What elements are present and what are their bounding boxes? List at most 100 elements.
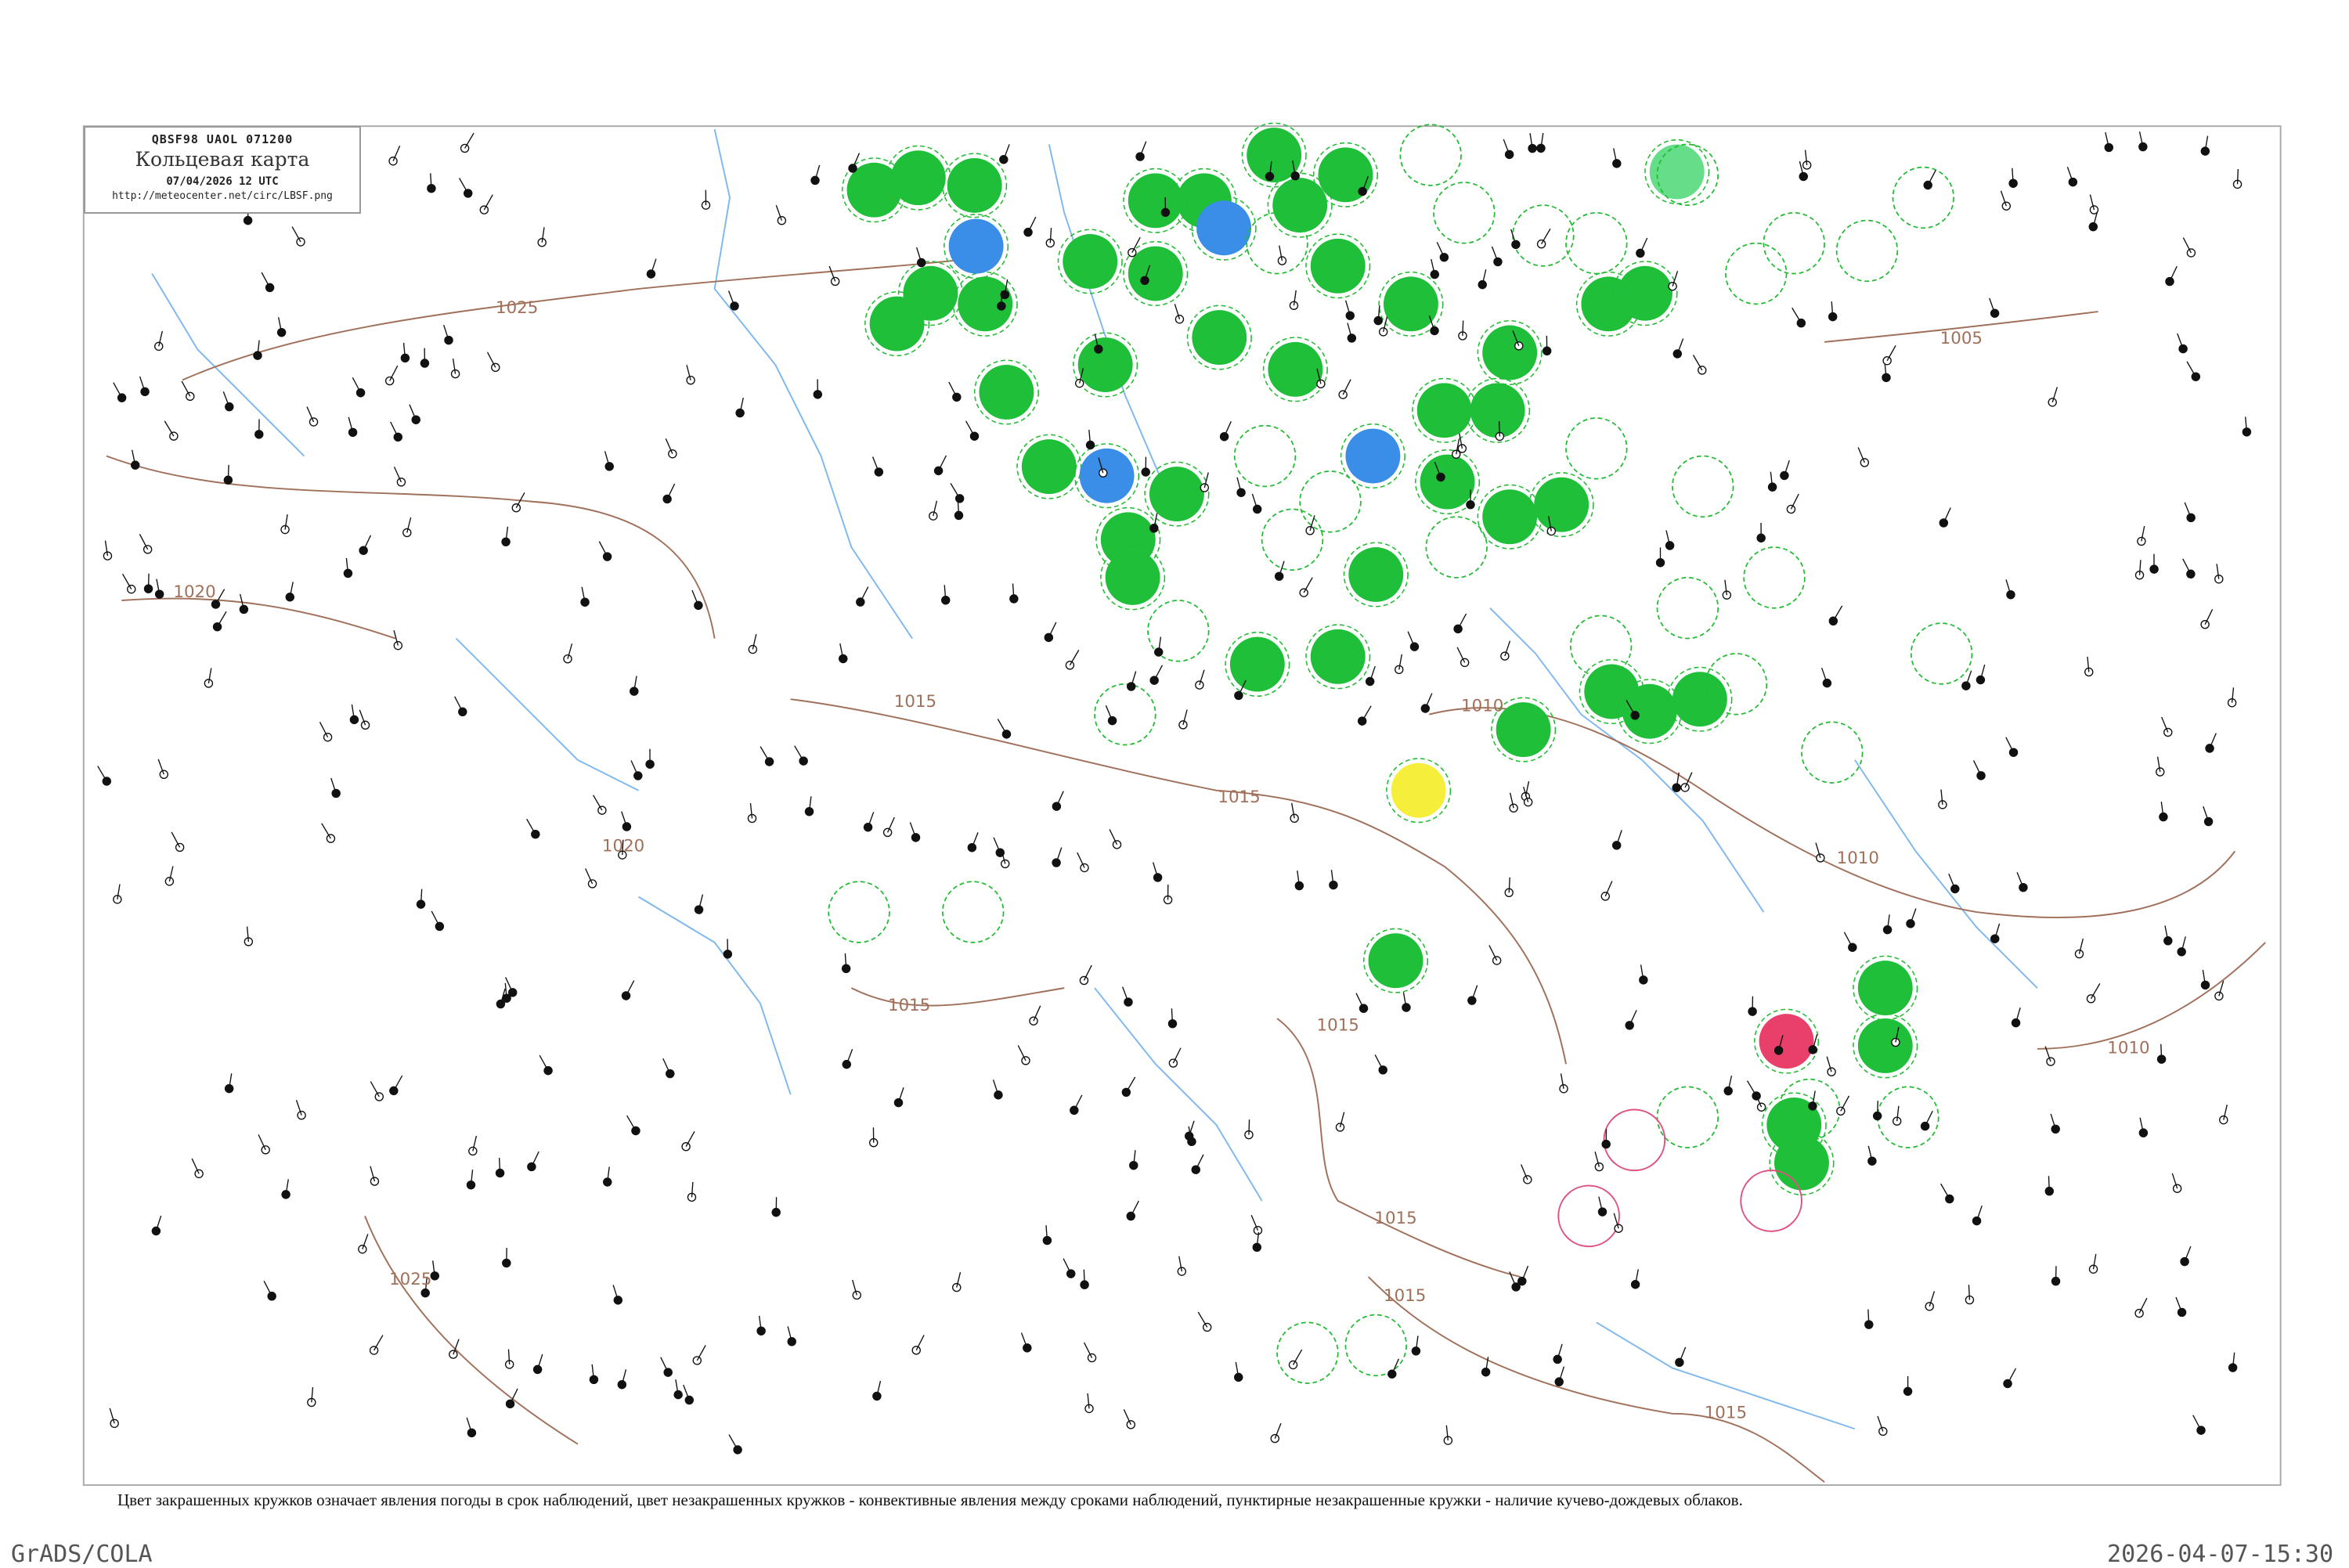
station-marker [1254,1227,1261,1235]
station-marker [132,461,139,469]
station-marker [2051,1125,2059,1133]
weather-circle-rain [1672,672,1727,726]
wind-barb [1841,1096,1849,1111]
station-marker [262,1146,269,1154]
cb-dashed-circle [1672,456,1734,517]
wind-barb [431,911,439,926]
station-marker [1410,643,1418,651]
wind-barb [729,1435,738,1450]
weather-circle-rain [1496,702,1551,757]
cb-dashed-circle [1802,722,1863,783]
wind-barb [2187,362,2196,377]
station-marker [1797,319,1805,327]
wind-barb [1928,170,1936,185]
station-marker [144,546,152,553]
convective-circle [1741,1170,1802,1231]
station-marker [873,1392,881,1400]
wind-barb [1542,229,1550,243]
weather-circle-thunder [1759,1014,1814,1069]
cb-dashed-circle [1513,205,1574,266]
wind-barb [1499,421,1500,436]
weather-circle-rain [1534,478,1589,532]
wind-barb [2048,1176,2049,1191]
isobar-label: 1015 [894,692,936,712]
isobar-label: 1025 [496,298,538,318]
weather-circle-snow [949,219,1004,274]
weather-circle-rain [1369,933,1423,988]
station-marker [1494,258,1502,265]
station-marker [1067,1270,1075,1278]
station-marker [1169,1059,1177,1067]
station-marker [226,403,233,411]
wind-barb [488,352,496,367]
isobar-label: 1015 [888,996,930,1015]
station-marker [622,823,630,831]
wind-barb [1294,1350,1302,1364]
station-marker [1828,1068,1835,1076]
wind-barb [1132,237,1140,252]
station-marker [588,880,596,888]
station-marker [1388,1370,1396,1378]
weather-circle-rain [1417,383,1472,438]
station-marker [1512,240,1520,248]
station-marker [534,1365,542,1373]
isobar-line [182,258,973,380]
station-marker [1626,1022,1633,1029]
wind-barb [539,1055,548,1070]
station-marker [2048,398,2056,406]
wind-barb [1001,291,1002,306]
station-marker [956,495,964,503]
station-marker [2007,591,2015,599]
cb-dashed-circle [828,881,889,943]
isobar-label: 1010 [1461,697,1503,716]
wind-barb [2008,1368,2015,1383]
station-marker [736,409,744,416]
wind-barb [218,611,226,626]
station-marker [1336,1123,1344,1131]
wind-barb [760,747,769,762]
weather-circle-rain [1063,234,1117,289]
weather-circle-rain [1348,547,1403,602]
wind-barb [1074,1095,1082,1110]
wind-barb [1868,1310,1869,1325]
station-marker [581,598,589,606]
station-marker [1817,854,1824,862]
station-marker [1809,1046,1817,1054]
wind-barb [1887,345,1896,360]
river [1855,760,2037,988]
station-marker [1758,1103,1766,1111]
station-marker [1595,1163,1603,1171]
weather-circle-rain [1858,961,1913,1015]
wind-barb [1458,614,1466,629]
cb-dashed-circle [1345,1315,1406,1376]
station-marker [1081,863,1088,871]
station-marker [403,528,411,536]
isobar-line [106,456,715,639]
station-marker [918,258,926,266]
station-marker [2166,278,2174,286]
cb-dashed-circle [1763,213,1824,274]
station-marker [1991,935,1999,943]
weather-circle-snow [1196,200,1251,255]
cb-dashed-circle [1300,471,1361,532]
station-marker [911,834,919,842]
weather-circle-rain [1192,310,1247,365]
river [456,639,639,791]
station-marker [1192,1166,1200,1173]
cb-dashed-circle [1726,243,1787,305]
station-marker [1088,1354,1095,1361]
weather-circle-rain [1618,266,1672,321]
station-marker [1524,1176,1532,1184]
wind-barb [394,1076,402,1090]
wind-barb [627,1116,636,1130]
station-marker [512,504,520,512]
station-marker [359,1245,366,1253]
wind-barb [686,1131,695,1146]
station-marker [1525,798,1532,806]
station-marker [528,1162,536,1170]
footer-software: GrADS/COLA [11,1541,153,1568]
weather-circle-rain [1384,276,1438,331]
convective-circle [1604,1109,1665,1170]
station-marker [2187,514,2195,521]
station-marker [996,849,1004,856]
